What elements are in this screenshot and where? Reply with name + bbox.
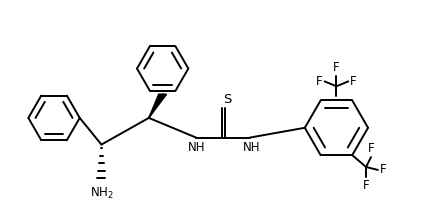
Text: F: F	[350, 75, 357, 88]
Text: F: F	[333, 61, 340, 74]
Text: NH: NH	[243, 141, 260, 154]
Text: F: F	[363, 179, 369, 192]
Text: F: F	[368, 142, 374, 155]
Text: F: F	[380, 163, 386, 176]
Text: S: S	[223, 93, 232, 106]
Polygon shape	[149, 94, 166, 118]
Text: NH$_2$: NH$_2$	[89, 186, 113, 201]
Text: NH: NH	[187, 141, 205, 154]
Text: F: F	[316, 75, 323, 88]
